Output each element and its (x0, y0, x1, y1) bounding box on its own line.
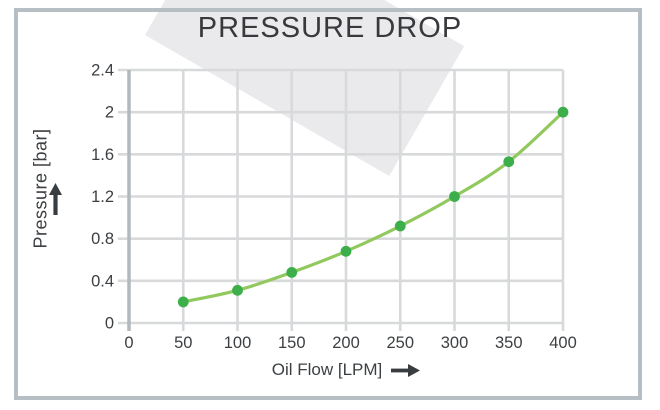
right-arrow-icon (391, 363, 421, 377)
y-tick-label: 1.6 (91, 146, 114, 164)
data-point-marker (557, 106, 569, 118)
y-tick-label: 0.8 (91, 230, 114, 248)
x-tick-label: 400 (549, 334, 577, 352)
up-arrow-icon (49, 183, 62, 215)
data-point-marker (286, 267, 298, 278)
y-tick-label: 0 (105, 315, 114, 333)
x-tick-label: 250 (386, 334, 414, 352)
data-point-marker (449, 191, 460, 202)
chart-frame (14, 8, 642, 400)
y-tick-label: 0.4 (91, 272, 114, 290)
data-point-marker (177, 296, 189, 308)
y-tick-label: 1.2 (91, 188, 114, 206)
y-tick-label: 2.4 (91, 62, 114, 80)
pressure-curve (181, 110, 565, 304)
chart-title: PRESSURE DROP (197, 12, 463, 44)
x-tick-label: 350 (495, 334, 523, 352)
data-point-marker (394, 220, 406, 232)
data-point-marker (340, 245, 352, 257)
x-tick-label: 150 (278, 334, 306, 352)
x-tick-label: 300 (441, 334, 469, 352)
data-point-marker (232, 284, 243, 296)
data-point-marker (503, 156, 515, 168)
x-axis-title: Oil Flow [LPM] (129, 360, 563, 380)
x-axis-title-label: Oil Flow [LPM] (271, 360, 383, 379)
x-tick-label: 50 (174, 334, 192, 352)
y-tick-label: 2 (105, 104, 114, 122)
x-tick-label: 0 (124, 334, 133, 352)
x-tick-label: 100 (224, 334, 252, 352)
x-tick-label: 200 (332, 334, 360, 352)
